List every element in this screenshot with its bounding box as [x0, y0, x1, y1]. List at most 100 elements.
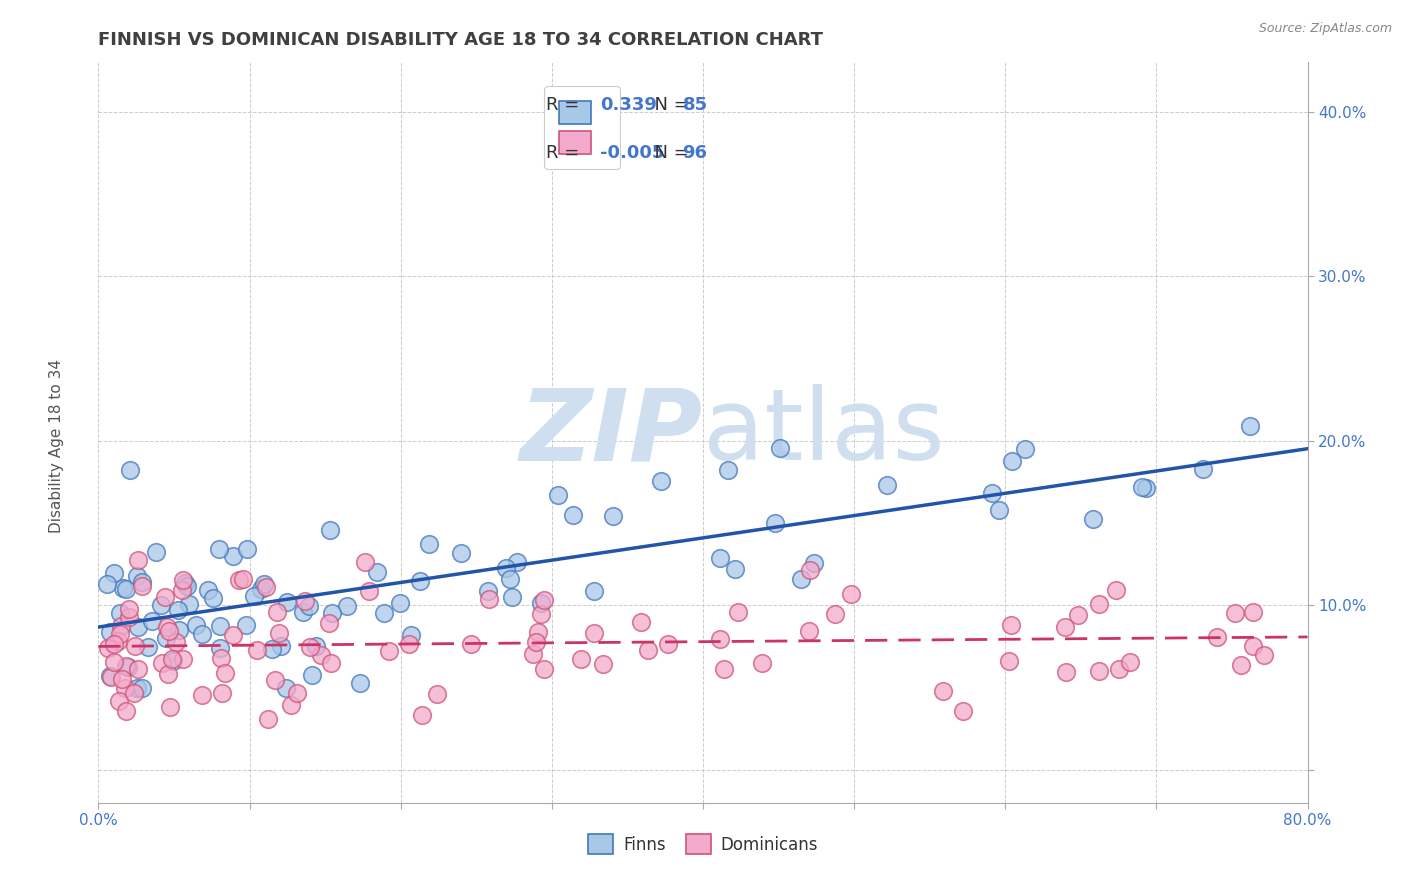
Point [155, 590, 177, 604]
Point [530, 607, 553, 621]
Point [1119, 656, 1142, 670]
Point [1056, 665, 1078, 680]
Point [160, 651, 183, 665]
Point [172, 582, 194, 597]
Point [118, 601, 141, 615]
Point [191, 688, 214, 702]
Point [803, 556, 825, 570]
Point [547, 488, 569, 502]
Point [650, 474, 672, 488]
Text: 85: 85 [682, 95, 707, 114]
Point [1135, 481, 1157, 495]
Point [122, 685, 145, 699]
Point [253, 577, 276, 591]
Text: Source: ZipAtlas.com: Source: ZipAtlas.com [1258, 22, 1392, 36]
Point [246, 643, 269, 657]
Point [110, 619, 132, 633]
Text: 0.339: 0.339 [600, 95, 657, 114]
Point [583, 626, 606, 640]
Point [211, 686, 233, 700]
Point [176, 578, 198, 592]
Point [114, 681, 136, 696]
Point [156, 619, 179, 633]
Point [250, 582, 273, 597]
Point [1241, 639, 1264, 653]
Point [209, 651, 232, 665]
Point [319, 657, 342, 671]
Point [373, 606, 395, 620]
Point [184, 618, 207, 632]
Point [222, 628, 245, 642]
Point [114, 582, 136, 597]
Point [103, 655, 125, 669]
Point [408, 574, 430, 589]
Point [477, 583, 499, 598]
Point [359, 583, 381, 598]
Text: R =: R = [546, 144, 585, 161]
Text: ZIP: ZIP [520, 384, 703, 481]
Point [637, 643, 659, 657]
Point [298, 599, 321, 613]
Point [280, 698, 302, 712]
Point [96, 577, 118, 591]
Point [478, 591, 501, 606]
Point [1192, 462, 1215, 476]
Point [264, 673, 287, 688]
Text: N =: N = [643, 144, 695, 161]
Point [145, 545, 167, 559]
Point [506, 555, 529, 569]
Point [713, 662, 735, 676]
Point [124, 639, 146, 653]
Point [1053, 619, 1076, 633]
Point [336, 599, 359, 613]
Point [582, 584, 605, 599]
Point [389, 597, 412, 611]
Point [167, 623, 190, 637]
Point [125, 569, 148, 583]
Point [209, 640, 232, 655]
Point [727, 605, 749, 619]
Point [127, 662, 149, 676]
Point [349, 676, 371, 690]
Point [131, 574, 153, 589]
Point [839, 587, 862, 601]
Point [876, 478, 898, 492]
Point [115, 704, 138, 718]
Point [285, 686, 308, 700]
Point [398, 637, 420, 651]
Point [1083, 512, 1105, 526]
Point [141, 614, 163, 628]
Point [291, 605, 314, 619]
Point [354, 555, 377, 569]
Point [299, 640, 322, 655]
Point [1206, 630, 1229, 644]
Point [321, 606, 343, 620]
Point [166, 603, 188, 617]
Point [131, 681, 153, 695]
Point [1088, 598, 1111, 612]
Point [311, 648, 333, 662]
Text: FINNISH VS DOMINICAN DISABILITY AGE 18 TO 34 CORRELATION CHART: FINNISH VS DOMINICAN DISABILITY AGE 18 T… [98, 31, 824, 49]
Point [460, 637, 482, 651]
Point [127, 553, 149, 567]
Point [127, 620, 149, 634]
Point [952, 704, 974, 718]
Point [111, 672, 134, 686]
Point [98, 624, 121, 639]
Point [256, 712, 278, 726]
Point [197, 583, 219, 598]
Point [1230, 658, 1253, 673]
Point [569, 652, 592, 666]
Point [318, 616, 340, 631]
Point [1130, 480, 1153, 494]
Point [150, 656, 173, 670]
Point [242, 590, 264, 604]
Point [592, 657, 614, 672]
Point [1223, 606, 1246, 620]
Point [254, 580, 277, 594]
Point [208, 619, 231, 633]
Point [630, 615, 652, 629]
Point [318, 523, 340, 537]
Point [717, 463, 740, 477]
Point [1241, 605, 1264, 619]
